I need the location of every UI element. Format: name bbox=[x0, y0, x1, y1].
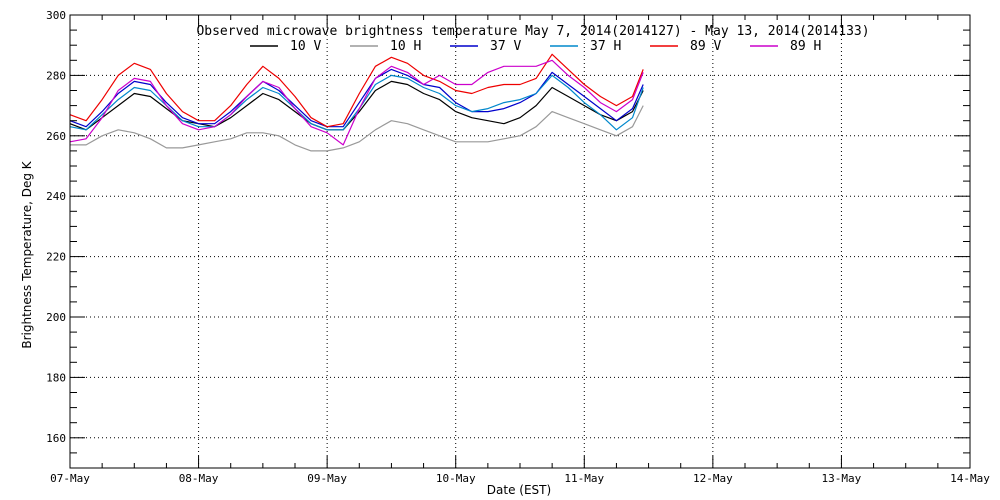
x-axis-label: Date (EST) bbox=[487, 483, 551, 497]
axes-layer bbox=[69, 14, 971, 469]
y-tick-label: 160 bbox=[46, 432, 66, 445]
tick-label-layer: 07-May 08-May 09-May 10-May 11-May 12-May 13-M… bbox=[46, 9, 990, 485]
legend-label-10-v: 10 V bbox=[290, 39, 321, 54]
series-line-37-v bbox=[69, 68, 644, 128]
x-tick-label: 11-May bbox=[564, 472, 604, 485]
series-line-89-h bbox=[69, 59, 644, 146]
series-line-10-h bbox=[70, 105, 644, 152]
legend-label-37-v: 37 V bbox=[490, 39, 521, 54]
series-line-37-h bbox=[69, 74, 644, 131]
legend-label-89-v: 89 V bbox=[690, 39, 721, 54]
series-layer bbox=[69, 53, 644, 152]
legend-label-89-h: 89 H bbox=[790, 39, 821, 54]
x-tick-label: 14-May bbox=[950, 472, 990, 485]
y-tick-label: 240 bbox=[46, 190, 66, 203]
x-tick-label: 08-May bbox=[179, 472, 219, 485]
y-tick-label: 300 bbox=[46, 9, 66, 22]
series-line-89-v bbox=[69, 53, 644, 128]
legend-label-10-h: 10 H bbox=[390, 39, 421, 54]
x-tick-label: 12-May bbox=[693, 472, 733, 485]
series-line-10-v bbox=[69, 80, 644, 131]
x-tick-label: 10-May bbox=[436, 472, 476, 485]
grid-layer bbox=[70, 15, 970, 468]
plot-frame bbox=[69, 14, 971, 469]
legend: 10 V 10 H 37 V 37 H 89 V 89 H bbox=[250, 39, 821, 54]
y-tick-label: 220 bbox=[46, 251, 66, 264]
y-tick-label: 260 bbox=[46, 130, 66, 143]
x-tick-label: 07-May bbox=[50, 472, 90, 485]
y-tick-label: 180 bbox=[46, 371, 66, 384]
y-tick-label: 200 bbox=[46, 311, 66, 324]
y-axis-label: Brightness Temperature, Deg K bbox=[20, 160, 34, 348]
chart-title: Observed microwave brightness temperatur… bbox=[196, 24, 869, 39]
y-tick-label: 280 bbox=[46, 69, 66, 82]
legend-label-37-h: 37 H bbox=[590, 39, 621, 54]
x-tick-label: 13-May bbox=[822, 472, 862, 485]
x-tick-label: 09-May bbox=[307, 472, 347, 485]
